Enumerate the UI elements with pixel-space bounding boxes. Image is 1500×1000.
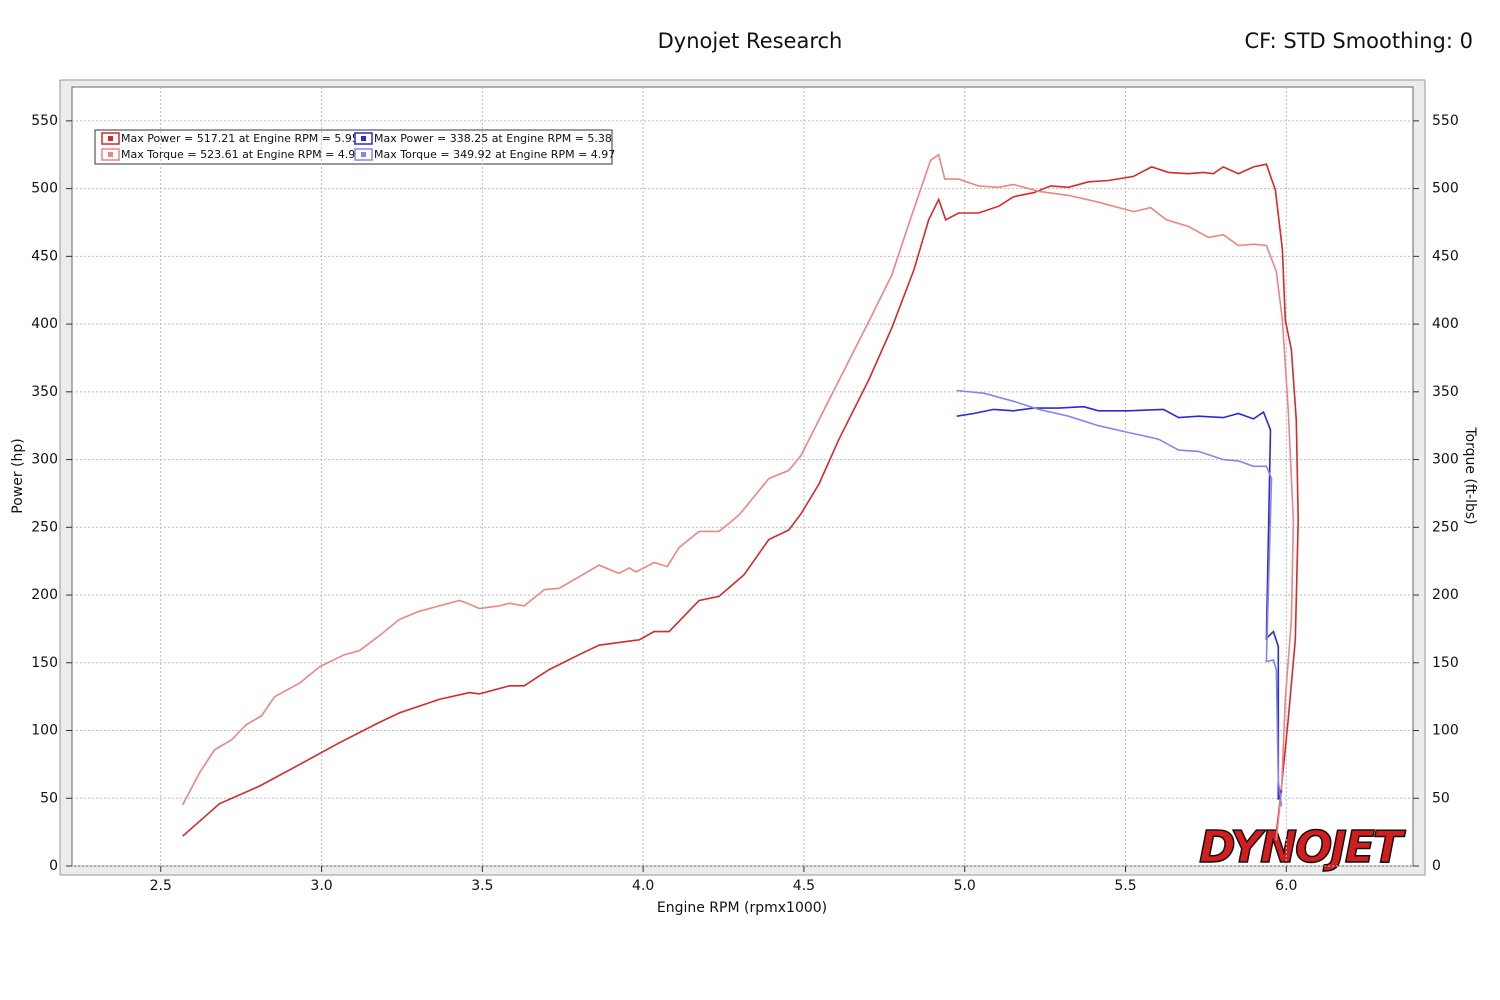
logo: DYNOJET [1199, 822, 1406, 873]
x-tick-label: 2.5 [150, 878, 172, 894]
legend-marker-dot [108, 152, 113, 157]
x-tick-label: 5.5 [1114, 878, 1136, 894]
legend-box [94, 129, 613, 165]
x-tick-label: 5.0 [954, 878, 976, 894]
legend-label: Max Power = 338.25 at Engine RPM = 5.38 [374, 132, 612, 145]
y-tick-label: 400 [31, 316, 58, 332]
y2-tick-label: 50 [1432, 790, 1450, 806]
y-tick-label: 100 [31, 723, 58, 739]
y-tick-label: 550 [31, 113, 58, 129]
y-tick-label: 500 [31, 181, 58, 197]
y2-tick-label: 350 [1432, 384, 1459, 400]
y2-tick-label: 500 [1432, 181, 1459, 197]
x-tick-label: 4.0 [632, 878, 654, 894]
x-tick-label: 4.5 [793, 878, 815, 894]
legend-marker-dot [108, 136, 113, 141]
x-axis-label: Engine RPM (rpmx1000) [657, 900, 827, 916]
y2-tick-label: 300 [1432, 452, 1459, 468]
legend-label: Max Torque = 349.92 at Engine RPM = 4.97 [374, 148, 615, 161]
plot-area [71, 86, 1414, 867]
y2-tick-label: 550 [1432, 113, 1459, 129]
y2-tick-label: 0 [1432, 858, 1441, 874]
y-axis-label: Power (hp) [10, 438, 26, 513]
y2-tick-label: 100 [1432, 723, 1459, 739]
y-tick-label: 350 [31, 384, 58, 400]
y-tick-label: 250 [31, 519, 58, 535]
chart-title: Dynojet Research [658, 29, 843, 53]
series-line [956, 389, 1283, 807]
legend-label: Max Power = 517.21 at Engine RPM = 5.95 [121, 132, 359, 145]
y2-axis-label: Torque (ft-lbs) [1462, 426, 1478, 524]
y-tick-label: 0 [49, 858, 58, 874]
y-tick-label: 50 [40, 790, 58, 806]
y-tick-label: 200 [31, 587, 58, 603]
legend-marker-dot [361, 152, 366, 157]
series-line [956, 405, 1283, 800]
series-line [181, 153, 1295, 841]
legend-label: Max Torque = 523.61 at Engine RPM = 4.92 [121, 148, 362, 161]
chart-subtitle: CF: STD Smoothing: 0 [1245, 29, 1473, 53]
x-tick-label: 3.0 [310, 878, 332, 894]
y-tick-label: 300 [31, 452, 58, 468]
y2-tick-label: 450 [1432, 248, 1459, 264]
series-line [182, 163, 1300, 841]
legend-marker-dot [361, 136, 366, 141]
y2-tick-label: 400 [1432, 316, 1459, 332]
x-tick-label: 3.5 [471, 878, 493, 894]
y-tick-label: 150 [31, 655, 58, 671]
y2-tick-label: 150 [1432, 655, 1459, 671]
y2-tick-label: 250 [1432, 519, 1459, 535]
x-tick-label: 6.0 [1275, 878, 1297, 894]
y2-tick-label: 200 [1432, 587, 1459, 603]
y-tick-label: 450 [31, 248, 58, 264]
